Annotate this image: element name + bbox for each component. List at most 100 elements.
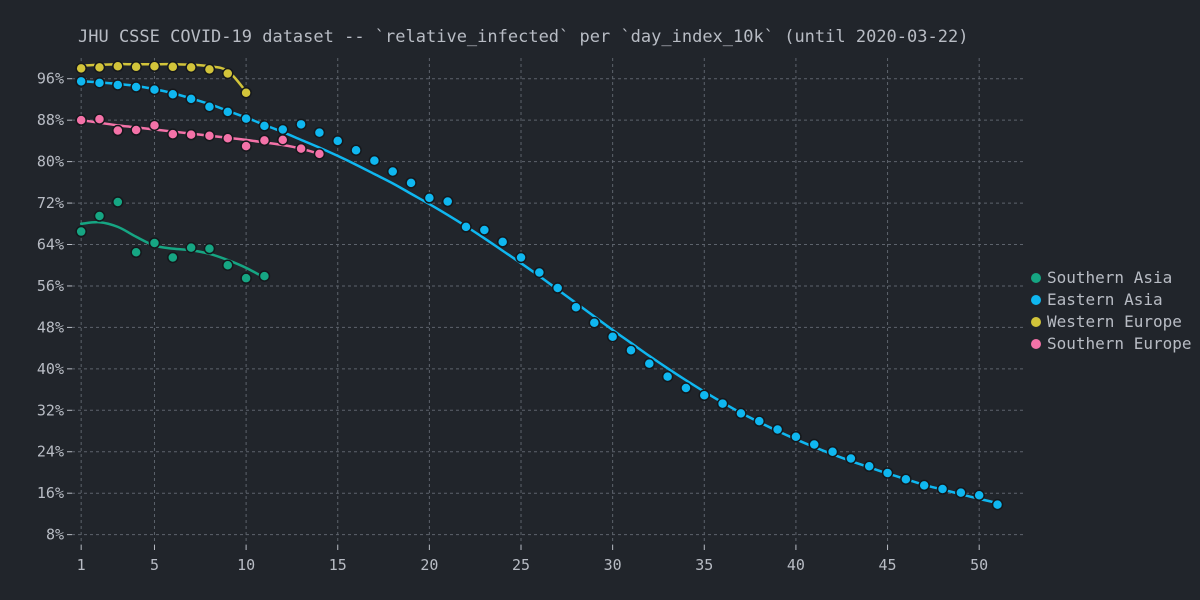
data-point [515, 251, 527, 264]
data-point [661, 370, 674, 383]
legend-marker [1031, 339, 1041, 349]
data-point [185, 128, 197, 141]
data-point [331, 135, 344, 147]
data-point [735, 407, 747, 420]
data-point [936, 483, 949, 495]
x-tick-label: 25 [512, 556, 530, 574]
chart-title: JHU CSSE COVID-19 dataset -- `relative_i… [78, 27, 968, 47]
y-tick-label: 24% [37, 443, 64, 461]
data-point [203, 129, 216, 142]
data-point [167, 88, 179, 101]
series-western-europe [75, 60, 252, 99]
data-point [222, 106, 234, 118]
data-point [203, 242, 216, 255]
data-point [295, 142, 307, 155]
y-tick-label: 16% [37, 484, 64, 502]
series-eastern-asia [75, 75, 1004, 511]
data-point [222, 132, 234, 145]
data-point [441, 195, 454, 208]
data-point [93, 61, 106, 74]
data-point [771, 423, 784, 436]
trend-line-southern-asia [79, 220, 266, 279]
data-point [478, 224, 491, 236]
data-point [698, 389, 711, 402]
data-point [112, 124, 124, 137]
series-layer [75, 60, 1004, 511]
y-tick-label: 32% [37, 401, 64, 419]
legend-item-western-europe: Western Europe [1031, 312, 1182, 331]
data-point [863, 460, 875, 473]
data-point [203, 100, 216, 113]
x-tick-label: 35 [695, 556, 713, 574]
data-point [258, 270, 271, 282]
data-point [93, 113, 106, 125]
data-point [203, 63, 216, 76]
data-point [130, 81, 142, 93]
x-tick-label: 1 [77, 556, 86, 574]
legend-marker [1031, 295, 1041, 305]
x-tick-label: 15 [329, 556, 347, 574]
data-point [185, 93, 197, 105]
data-point [130, 246, 142, 259]
legend-marker [1031, 317, 1041, 327]
y-tick-label: 40% [37, 360, 64, 378]
data-point [845, 452, 857, 465]
data-point [277, 134, 289, 146]
y-tick-label: 72% [37, 194, 64, 212]
legend-marker [1031, 273, 1041, 283]
data-point [185, 241, 197, 254]
legend-item-eastern-asia: Eastern Asia [1031, 290, 1163, 309]
legend-label: Western Europe [1047, 312, 1182, 331]
data-point [130, 61, 142, 73]
y-tick-label: 48% [37, 318, 64, 336]
series-southern-asia [75, 196, 271, 284]
data-point [808, 438, 820, 451]
data-point [93, 210, 106, 222]
data-point [826, 445, 839, 458]
data-point [258, 120, 271, 132]
data-point [423, 192, 436, 204]
x-tick-label: 30 [604, 556, 622, 574]
data-point [222, 67, 234, 80]
data-point [790, 430, 802, 443]
data-point [991, 498, 1004, 511]
data-point [680, 382, 692, 394]
x-tick-label: 10 [237, 556, 255, 574]
x-tick-label: 50 [970, 556, 988, 574]
y-tick-label: 88% [37, 111, 64, 129]
data-point [918, 479, 930, 492]
data-point [93, 77, 106, 89]
data-point [313, 126, 326, 139]
data-point [240, 86, 252, 99]
data-point [75, 75, 87, 88]
y-tick-label: 80% [37, 153, 64, 171]
legend-label: Eastern Asia [1047, 290, 1163, 309]
data-point [112, 196, 124, 208]
data-point [551, 282, 564, 294]
data-point [148, 237, 161, 249]
data-point [277, 123, 289, 136]
data-point [148, 83, 161, 96]
legend-label: Southern Asia [1047, 268, 1172, 287]
y-tick-label: 64% [37, 236, 64, 254]
data-point [588, 316, 601, 329]
y-axis: 8% 16% 24% 32% 40% 48% 56% 64% 72% 80% 88% 96% [37, 70, 72, 544]
data-point [643, 357, 656, 370]
data-point [900, 473, 912, 485]
x-tick-label: 20 [420, 556, 438, 574]
data-point [167, 61, 179, 73]
legend-item-southern-asia: Southern Asia [1031, 268, 1172, 287]
legend-label: Southern Europe [1047, 334, 1192, 353]
data-point [606, 330, 619, 343]
grid-lines [72, 58, 1025, 545]
data-point [386, 165, 399, 178]
data-point [167, 128, 179, 140]
y-tick-label: 8% [46, 526, 64, 544]
data-point [148, 119, 161, 132]
y-tick-label: 96% [37, 70, 64, 88]
data-point [460, 221, 472, 233]
data-point [368, 154, 381, 167]
x-tick-label: 40 [787, 556, 805, 574]
data-point [716, 397, 729, 410]
